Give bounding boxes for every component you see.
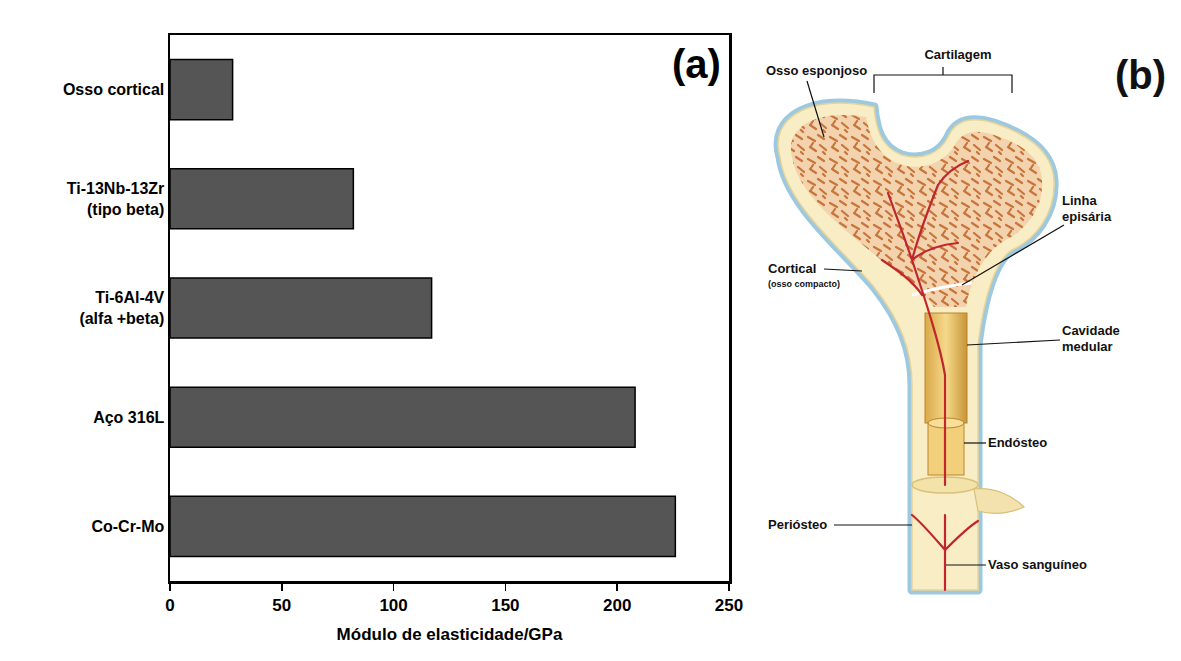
svg-text:50: 50	[272, 596, 291, 615]
svg-text:medular: medular	[1062, 339, 1113, 354]
svg-text:Linha: Linha	[1062, 193, 1097, 208]
svg-text:Osso esponjoso: Osso esponjoso	[766, 63, 867, 78]
svg-text:Endósteo: Endósteo	[988, 435, 1047, 450]
svg-text:Aço 316L: Aço 316L	[93, 409, 164, 426]
svg-text:Módulo de elasticidade/GPa: Módulo de elasticidade/GPa	[337, 625, 563, 644]
svg-text:Ti-6Al-4V(alfa +beta): Ti-6Al-4V(alfa +beta)	[79, 289, 164, 327]
svg-text:Co-Cr-Mo: Co-Cr-Mo	[91, 518, 164, 535]
svg-text:Cavidade: Cavidade	[1062, 323, 1120, 338]
svg-text:(b): (b)	[1115, 53, 1166, 97]
svg-text:100: 100	[379, 596, 407, 615]
svg-text:150: 150	[491, 596, 519, 615]
svg-text:250: 250	[715, 596, 743, 615]
svg-text:Vaso sanguíneo: Vaso sanguíneo	[988, 557, 1087, 572]
svg-text:Cortical: Cortical	[768, 261, 816, 276]
svg-text:Ti-13Nb-13Zr(tipo beta): Ti-13Nb-13Zr(tipo beta)	[67, 180, 165, 218]
svg-text:Cartilagem: Cartilagem	[924, 47, 991, 62]
svg-text:(osso compacto): (osso compacto)	[768, 279, 840, 289]
svg-text:0: 0	[165, 596, 174, 615]
svg-text:Osso cortical: Osso cortical	[63, 81, 164, 98]
svg-text:200: 200	[603, 596, 631, 615]
svg-text:Periósteo: Periósteo	[768, 517, 827, 532]
svg-text:episária: episária	[1062, 209, 1112, 224]
svg-text:(a): (a)	[672, 42, 721, 86]
